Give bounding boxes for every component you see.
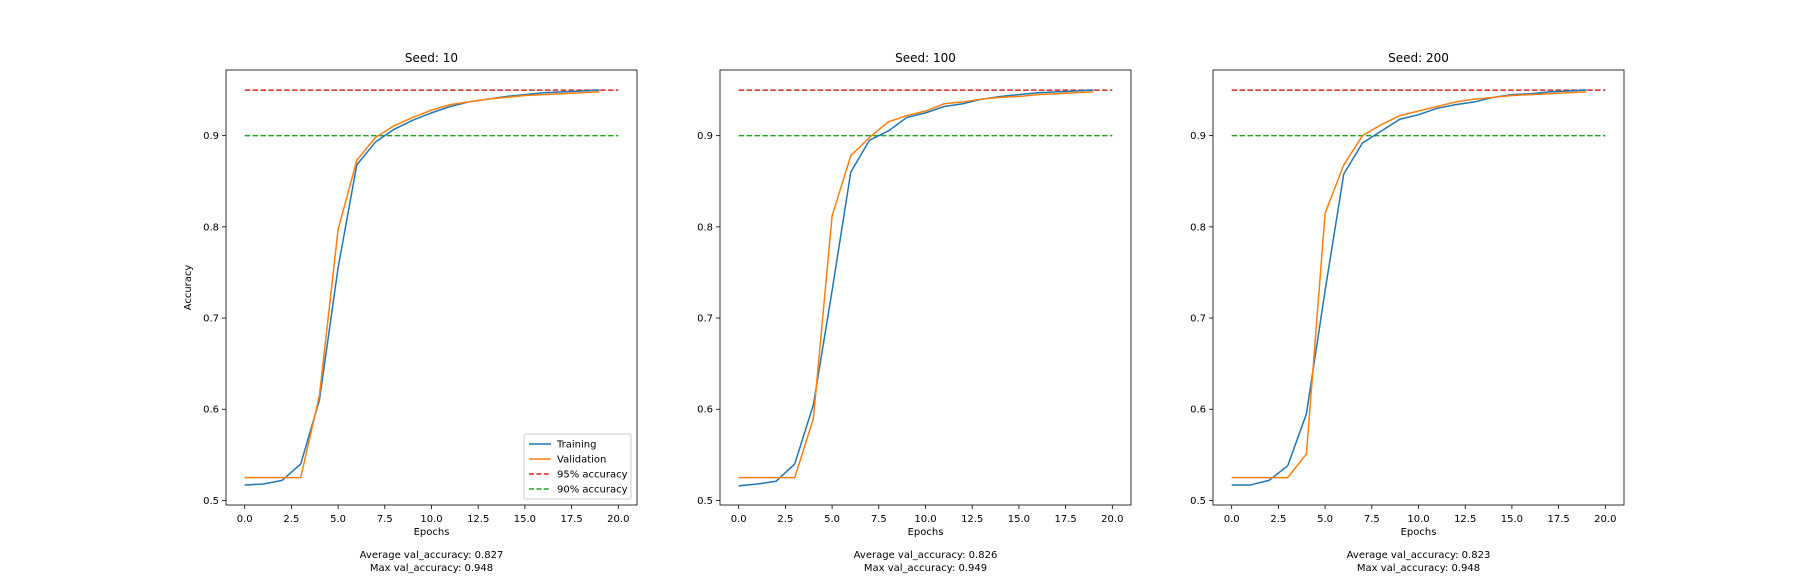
x-tick-label: 10.0 bbox=[1407, 514, 1429, 525]
y-tick-label: 0.5 bbox=[697, 496, 713, 507]
legend-label: 90% accuracy bbox=[557, 485, 628, 496]
series-line-training bbox=[1231, 89, 1587, 486]
y-axis-label: Accuracy bbox=[183, 265, 194, 311]
series-line-training bbox=[738, 89, 1094, 487]
legend-label: 95% accuracy bbox=[557, 470, 628, 481]
y-tick-label: 0.9 bbox=[203, 131, 219, 142]
x-tick-label: 7.5 bbox=[1364, 514, 1380, 525]
x-tick-label: 5.0 bbox=[1317, 514, 1333, 525]
y-tick-label: 0.9 bbox=[1190, 131, 1206, 142]
stats-annotation: Average val_accuracy: 0.827 bbox=[360, 550, 504, 561]
stats-annotation: Max val_accuracy: 0.948 bbox=[370, 563, 493, 574]
legend-label: Training bbox=[556, 440, 596, 451]
x-tick-label: 20.0 bbox=[1594, 514, 1616, 525]
y-tick-label: 0.8 bbox=[1190, 222, 1206, 233]
subplot-seed-10: Seed: 10 0.0 2.5 5.0 7.5 10.0 12.5 15.0 17.5 20.0… bbox=[183, 51, 638, 574]
x-tick-label: 2.5 bbox=[283, 514, 299, 525]
y-tick-label: 0.6 bbox=[1190, 405, 1206, 416]
subplot-seed-200: Seed: 200 0.0 2.5 5.0 7.5 10.0 12.5 15.0 17.5 20.… bbox=[1190, 51, 1625, 574]
chart-title: Seed: 10 bbox=[405, 51, 458, 65]
series-line-validation bbox=[738, 91, 1094, 479]
y-tick-label: 0.9 bbox=[697, 131, 713, 142]
x-tick-label: 17.5 bbox=[1054, 514, 1076, 525]
x-tick-label: 2.5 bbox=[1270, 514, 1286, 525]
y-tick-label: 0.6 bbox=[203, 405, 219, 416]
x-tick-label: 15.0 bbox=[1501, 514, 1523, 525]
x-axis-label: Epochs bbox=[414, 527, 450, 538]
chart-title: Seed: 200 bbox=[1388, 51, 1449, 65]
legend: Training Validation 95% accuracy 90% accura… bbox=[523, 433, 632, 500]
y-tick-label: 0.6 bbox=[697, 405, 713, 416]
x-tick-label: 12.5 bbox=[467, 514, 489, 525]
y-tick-label: 0.8 bbox=[203, 222, 219, 233]
x-axis-label: Epochs bbox=[1401, 527, 1437, 538]
y-tick-label: 0.7 bbox=[1190, 314, 1206, 325]
x-tick-label: 0.0 bbox=[731, 514, 747, 525]
y-tick-label: 0.5 bbox=[1190, 496, 1206, 507]
series-line-training bbox=[244, 89, 600, 486]
x-axis-label: Epochs bbox=[908, 527, 944, 538]
x-tick-label: 17.5 bbox=[1547, 514, 1569, 525]
x-tick-label: 10.0 bbox=[914, 514, 936, 525]
stats-annotation: Average val_accuracy: 0.826 bbox=[854, 550, 998, 561]
series-line-validation bbox=[1231, 91, 1587, 479]
x-tick-label: 15.0 bbox=[514, 514, 536, 525]
x-tick-label: 10.0 bbox=[420, 514, 442, 525]
y-tick-label: 0.7 bbox=[697, 314, 713, 325]
x-tick-label: 7.5 bbox=[377, 514, 393, 525]
y-tick-label: 0.8 bbox=[697, 222, 713, 233]
legend-label: Validation bbox=[557, 455, 606, 466]
y-tick-label: 0.5 bbox=[203, 496, 219, 507]
x-tick-label: 20.0 bbox=[1101, 514, 1123, 525]
x-tick-label: 5.0 bbox=[824, 514, 840, 525]
x-tick-label: 0.0 bbox=[1224, 514, 1240, 525]
x-tick-label: 0.0 bbox=[237, 514, 253, 525]
subplot-seed-100: Seed: 100 0.0 2.5 5.0 7.5 10.0 12.5 15.0 17.5 20.… bbox=[697, 51, 1132, 574]
stats-annotation: Max val_accuracy: 0.949 bbox=[864, 563, 987, 574]
series-line-validation bbox=[244, 91, 600, 479]
chart-title: Seed: 100 bbox=[895, 51, 956, 65]
legend-box bbox=[523, 433, 632, 500]
x-tick-label: 7.5 bbox=[871, 514, 887, 525]
y-tick-label: 0.7 bbox=[203, 314, 219, 325]
stats-annotation: Average val_accuracy: 0.823 bbox=[1347, 550, 1491, 561]
x-tick-label: 20.0 bbox=[607, 514, 629, 525]
x-tick-label: 15.0 bbox=[1008, 514, 1030, 525]
x-tick-label: 12.5 bbox=[961, 514, 983, 525]
x-tick-label: 5.0 bbox=[330, 514, 346, 525]
stats-annotation: Max val_accuracy: 0.948 bbox=[1357, 563, 1480, 574]
x-tick-label: 12.5 bbox=[1454, 514, 1476, 525]
x-tick-label: 17.5 bbox=[560, 514, 582, 525]
x-tick-label: 2.5 bbox=[777, 514, 793, 525]
